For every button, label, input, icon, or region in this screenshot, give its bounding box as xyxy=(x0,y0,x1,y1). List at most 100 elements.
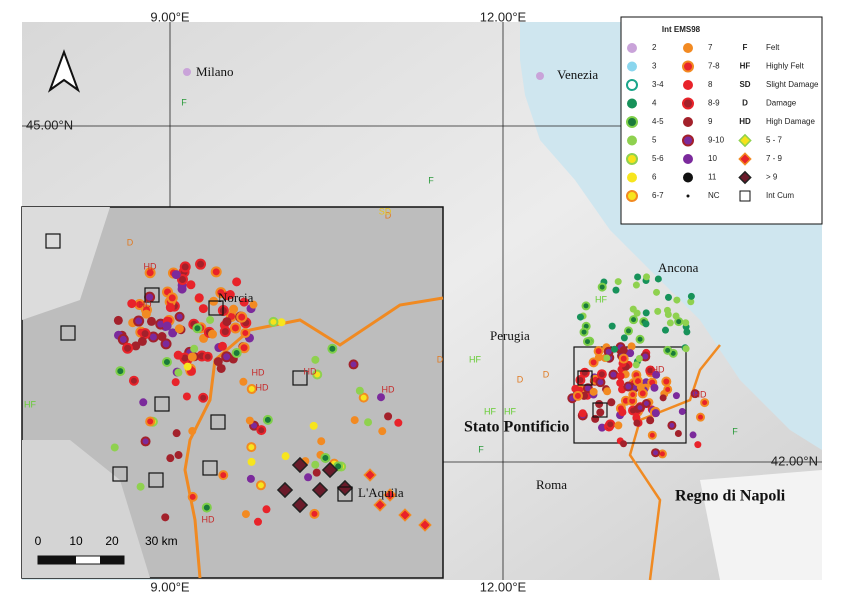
intensity-dot xyxy=(598,423,607,432)
legend-symbol xyxy=(738,133,752,148)
int-cum-box xyxy=(208,300,224,316)
intensity-dot xyxy=(635,403,645,413)
intensity-dot xyxy=(174,311,185,322)
legend-symbol xyxy=(626,79,638,91)
intensity-dot xyxy=(642,320,650,328)
intensity-dot xyxy=(596,408,605,417)
legend-symbol xyxy=(682,134,694,147)
intensity-dot xyxy=(139,328,151,340)
intensity-dot xyxy=(221,351,233,363)
intensity-dot xyxy=(624,326,634,336)
intensity-dot xyxy=(241,510,250,519)
place-label: Venezia xyxy=(557,67,598,82)
intensity-dot xyxy=(186,280,196,290)
intensity-dot xyxy=(190,344,199,353)
intensity-dot xyxy=(222,317,232,327)
int-cum-box xyxy=(144,287,160,303)
intensity-dot xyxy=(582,383,593,394)
legend-label: Slight Damage xyxy=(766,80,819,89)
intensity-dot xyxy=(378,427,387,436)
intensity-dot xyxy=(611,345,619,353)
damage-label: HD xyxy=(304,366,317,376)
intensity-dot xyxy=(633,309,641,317)
intensity-dot xyxy=(262,414,273,425)
intensity-dot xyxy=(632,413,641,422)
intensity-dot xyxy=(187,491,198,502)
intensity-dot xyxy=(309,508,320,519)
intensity-dot xyxy=(654,307,662,315)
intensity-dot xyxy=(634,273,642,281)
legend-symbol xyxy=(626,190,638,202)
cum-diamond xyxy=(336,479,354,497)
legend-label: 8 xyxy=(708,80,713,89)
intensity-dot xyxy=(137,336,147,346)
intensity-dot xyxy=(171,378,180,387)
intensity-dot xyxy=(603,354,611,362)
damage-label: F xyxy=(428,175,434,185)
intensity-dot xyxy=(672,312,680,320)
legend-symbol xyxy=(683,117,693,127)
scale-label: 30 km xyxy=(145,534,178,548)
legend-label: 8-9 xyxy=(708,99,720,108)
intensity-dot xyxy=(253,517,262,526)
int-cum-box xyxy=(337,486,353,502)
intensity-dot xyxy=(128,375,139,386)
int-cum-box xyxy=(210,414,226,430)
intensity-dot xyxy=(700,398,710,408)
intensity-dot xyxy=(262,505,271,514)
intensity-dot xyxy=(187,352,197,362)
north-arrow xyxy=(47,49,81,93)
intensity-dot xyxy=(122,342,134,354)
intensity-dot xyxy=(694,441,702,449)
place-label: Roma xyxy=(536,477,567,492)
intensity-dot xyxy=(172,429,181,438)
intensity-dot xyxy=(642,309,650,317)
legend-label: Damage xyxy=(766,99,797,108)
intensity-dot xyxy=(572,390,583,401)
intensity-dot xyxy=(614,278,622,286)
coord-label: 9.00°E xyxy=(150,579,190,594)
city-dot xyxy=(183,68,191,76)
intensity-dot xyxy=(139,398,148,407)
intensity-dot xyxy=(626,349,635,358)
legend-symbol xyxy=(627,135,637,146)
damage-label: F xyxy=(732,426,738,436)
damage-label: F xyxy=(181,97,187,107)
damage-label: HD xyxy=(202,514,215,524)
intensity-dot xyxy=(593,346,604,357)
scale-label: 20 xyxy=(105,534,119,548)
damage-label: HD xyxy=(256,382,269,392)
legend-label: Felt xyxy=(766,43,780,52)
intensity-dot xyxy=(311,355,320,364)
intensity-dot xyxy=(219,326,231,338)
intensity-dot xyxy=(229,322,241,334)
legend-label: 5-6 xyxy=(652,154,664,163)
damage-label: HD xyxy=(139,299,152,309)
intensity-dot xyxy=(689,431,697,439)
scale-label: 10 xyxy=(69,534,83,548)
intensity-dot xyxy=(657,449,667,459)
region-label: Stato Pontificio xyxy=(464,419,569,436)
legend-symbol xyxy=(738,152,752,166)
intensity-dot xyxy=(687,292,695,300)
int-cum-box xyxy=(60,325,76,341)
intensity-dot xyxy=(246,384,257,395)
intensity-dot xyxy=(256,425,267,436)
coord-label: 9.00°E xyxy=(150,9,190,24)
int-cum-box xyxy=(148,472,164,488)
damage-label: HD xyxy=(652,364,665,374)
place-label: Perugia xyxy=(490,328,530,343)
intensity-dot xyxy=(652,370,661,379)
intensity-dot xyxy=(145,416,156,427)
legend-label: 3-4 xyxy=(652,80,664,89)
intensity-dot xyxy=(358,392,369,403)
intensity-dot xyxy=(364,418,373,427)
int-cum-box xyxy=(202,460,218,476)
region-label: Regno di Napoli xyxy=(675,488,786,505)
legend-label: 6 xyxy=(652,173,657,182)
intensity-dot xyxy=(616,372,625,381)
intensity-dot xyxy=(225,290,235,300)
intensity-dot xyxy=(165,303,175,313)
intensity-dot xyxy=(239,377,248,386)
